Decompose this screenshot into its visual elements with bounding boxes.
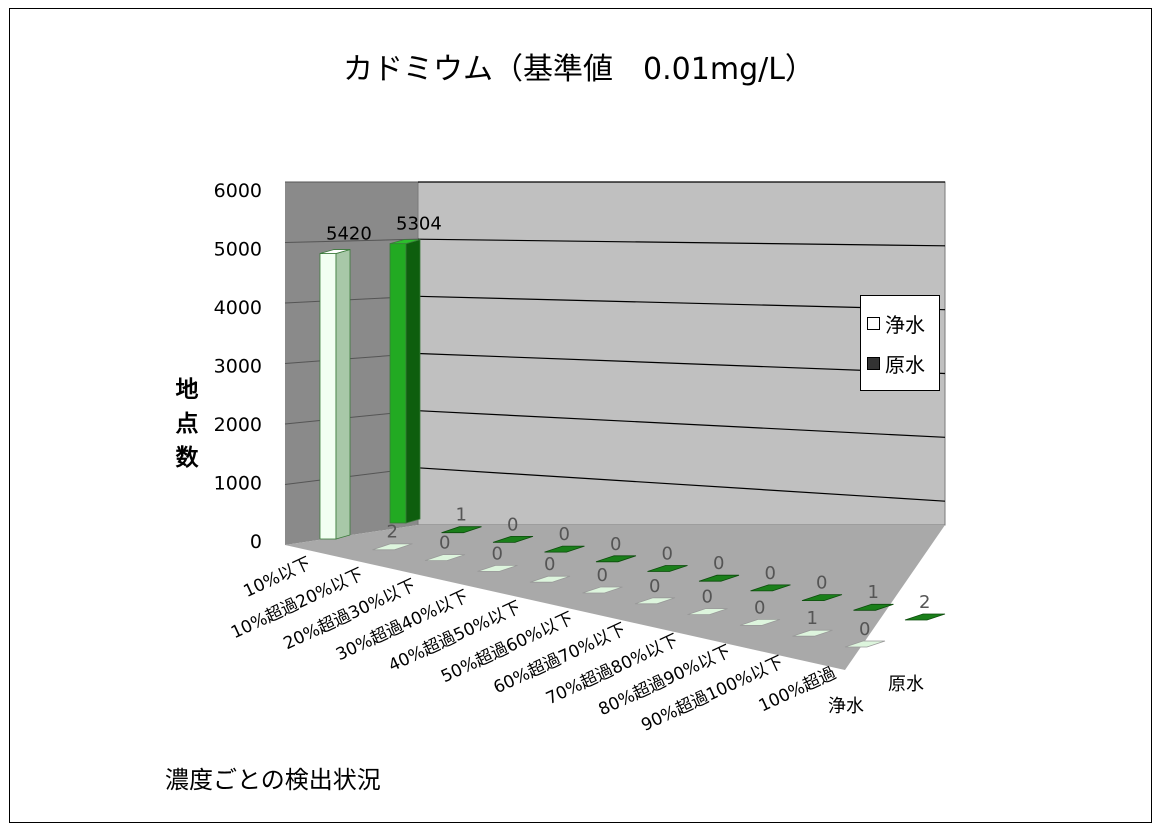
- data-label-jyousui-9: 1: [807, 608, 818, 629]
- chart-footnote: 濃度ごとの検出状況: [165, 760, 381, 795]
- y-axis-label: 地点数: [170, 373, 204, 475]
- y-tick-label: 3000: [214, 356, 262, 378]
- data-label-gensui-10: 2: [919, 592, 930, 613]
- depth-label-1: 原水: [888, 674, 924, 695]
- chart-title: カドミウム（基準値 0.01mg/L）: [0, 44, 1158, 88]
- y-tick-label: 4000: [214, 297, 262, 319]
- data-label-jyousui-10: 0: [859, 619, 870, 640]
- data-label-jyousui-4: 0: [544, 554, 555, 575]
- data-label-gensui-4: 0: [610, 534, 621, 555]
- legend-item-gensui: 原水: [867, 348, 925, 378]
- y-tick-label: 5000: [214, 239, 262, 261]
- y-tick-label: 1000: [214, 473, 262, 495]
- data-label-jyousui-2: 0: [439, 533, 450, 554]
- data-label-jyousui-7: 0: [702, 587, 713, 608]
- data-label-jyousui-3: 0: [492, 543, 503, 564]
- data-label-gensui-9: 1: [868, 582, 879, 603]
- data-label-jyousui-6: 0: [649, 576, 660, 597]
- data-label-jyousui-0: 5420: [326, 224, 372, 245]
- legend: 浄水 原水: [860, 295, 940, 391]
- bar-gensui-10: [905, 614, 945, 620]
- y-tick-labels: 0 1000 2000 3000 4000 5000 6000: [214, 180, 262, 553]
- data-label-gensui-3: 0: [559, 524, 570, 545]
- depth-label-0: 浄水: [828, 696, 864, 717]
- data-label-gensui-7: 0: [765, 563, 776, 584]
- data-label-gensui-6: 0: [713, 553, 724, 574]
- data-label-gensui-2: 0: [507, 514, 518, 535]
- data-label-gensui-5: 0: [662, 544, 673, 565]
- legend-item-jyousui: 浄水: [867, 308, 925, 338]
- data-label-gensui-0: 5304: [396, 214, 442, 235]
- y-tick-label: 0: [250, 531, 262, 553]
- data-label-gensui-8: 0: [816, 573, 827, 594]
- legend-label-gensui: 原水: [885, 349, 925, 378]
- data-label-jyousui-5: 0: [597, 565, 608, 586]
- depth-labels: 浄水 原水: [828, 674, 924, 717]
- legend-label-jyousui: 浄水: [885, 309, 925, 338]
- legend-swatch-gensui: [867, 357, 880, 370]
- y-tick-label: 6000: [214, 180, 262, 202]
- y-tick-label: 2000: [214, 414, 262, 436]
- bar-jyousui-0: [320, 250, 350, 539]
- data-label-jyousui-1: 2: [387, 522, 398, 543]
- legend-swatch-jyousui: [867, 317, 880, 330]
- data-label-jyousui-8: 0: [754, 597, 765, 618]
- bar-gensui-0: [390, 240, 420, 523]
- data-label-gensui-1: 1: [456, 505, 467, 526]
